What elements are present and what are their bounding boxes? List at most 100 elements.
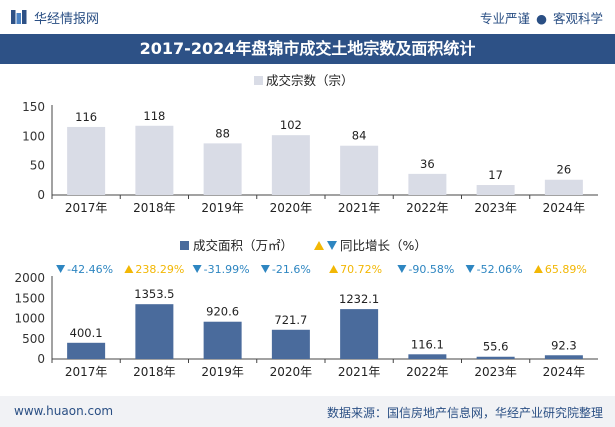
bar bbox=[203, 143, 242, 195]
data-label: 36 bbox=[420, 157, 435, 171]
x-tick-label: 2023年 bbox=[474, 201, 517, 215]
up-triangle-icon bbox=[329, 265, 339, 273]
data-label: 1353.5 bbox=[134, 287, 174, 301]
data-label: 92.3 bbox=[551, 338, 577, 352]
data-label: 17 bbox=[488, 168, 503, 182]
bar bbox=[408, 173, 447, 195]
x-tick-label: 2017年 bbox=[65, 365, 108, 379]
bar bbox=[544, 179, 583, 195]
down-triangle-icon bbox=[260, 265, 270, 273]
down-triangle-icon bbox=[56, 265, 66, 273]
tagline-right: 客观科学 bbox=[552, 11, 603, 26]
bar bbox=[203, 321, 242, 359]
growth-value: -21.6% bbox=[272, 263, 311, 276]
bar bbox=[476, 356, 515, 359]
data-label: 1232.1 bbox=[339, 292, 379, 306]
growth-label: 65.89% bbox=[533, 263, 587, 276]
growth-value: 70.72% bbox=[340, 263, 382, 276]
bar bbox=[271, 329, 310, 359]
x-tick-label: 2023年 bbox=[474, 365, 517, 379]
x-tick-label: 2021年 bbox=[338, 201, 381, 215]
growth-value: -90.58% bbox=[408, 263, 454, 276]
bar bbox=[340, 145, 379, 195]
growth-label: -21.6% bbox=[260, 263, 311, 276]
data-label: 88 bbox=[215, 126, 230, 140]
x-tick-label: 2021年 bbox=[338, 365, 381, 379]
growth-label: -90.58% bbox=[397, 263, 454, 276]
bar bbox=[340, 309, 379, 359]
growth-label: 70.72% bbox=[329, 263, 382, 276]
x-tick-label: 2019年 bbox=[201, 201, 244, 215]
legend-entry: 成交面积（万㎡） bbox=[193, 238, 293, 253]
footer: www.huaon.com 数据来源：国信房地产信息网，华经产业研究院整理 bbox=[0, 396, 615, 427]
bar bbox=[135, 125, 174, 195]
legend-down-triangle-icon bbox=[327, 241, 337, 250]
data-label: 920.6 bbox=[206, 305, 239, 319]
growth-value: -52.06% bbox=[477, 263, 523, 276]
growth-value: 65.89% bbox=[545, 263, 587, 276]
bar bbox=[135, 304, 174, 359]
legend-entry: 成交宗数（宗） bbox=[266, 73, 354, 88]
title-bar bbox=[0, 34, 615, 64]
y-tick-label: 150 bbox=[22, 100, 45, 114]
x-tick-label: 2022年 bbox=[406, 365, 449, 379]
y-tick-label: 500 bbox=[22, 332, 45, 346]
growth-value: -31.99% bbox=[204, 263, 250, 276]
legend-entry: 同比增长（%） bbox=[340, 238, 427, 253]
growth-label: -52.06% bbox=[465, 263, 523, 276]
footer-source: 数据来源：国信房地产信息网，华经产业研究院整理 bbox=[326, 406, 603, 420]
y-tick-label: 1000 bbox=[14, 312, 45, 326]
x-tick-label: 2018年 bbox=[133, 201, 176, 215]
x-tick-label: 2022年 bbox=[406, 201, 449, 215]
x-tick-label: 2018年 bbox=[133, 365, 176, 379]
growth-value: -42.46% bbox=[67, 263, 113, 276]
footer-site: www.huaon.com bbox=[14, 404, 114, 418]
data-label: 116.1 bbox=[411, 337, 444, 351]
bar bbox=[271, 135, 310, 195]
data-label: 116 bbox=[75, 110, 97, 124]
y-tick-label: 0 bbox=[37, 352, 45, 366]
data-label: 118 bbox=[143, 109, 165, 123]
bar bbox=[408, 354, 447, 359]
brand-logo-icon bbox=[11, 10, 27, 24]
growth-label: 238.29% bbox=[124, 263, 184, 276]
top-bar: 华经情报网 专业严谨 ● 客观科学 bbox=[0, 0, 615, 34]
x-tick-label: 2019年 bbox=[201, 365, 244, 379]
x-tick-label: 2024年 bbox=[543, 365, 586, 379]
data-label: 400.1 bbox=[70, 326, 103, 340]
bar bbox=[544, 355, 583, 359]
x-tick-label: 2024年 bbox=[543, 201, 586, 215]
data-label: 55.6 bbox=[483, 340, 509, 354]
growth-value: 238.29% bbox=[135, 263, 184, 276]
bar bbox=[476, 185, 515, 195]
brand-name: 华经情报网 bbox=[34, 12, 100, 27]
data-label: 721.7 bbox=[274, 313, 307, 327]
legend-up-triangle-icon bbox=[314, 241, 324, 250]
tagline-left: 专业严谨 bbox=[480, 11, 531, 26]
down-triangle-icon bbox=[192, 265, 202, 273]
growth-label: -31.99% bbox=[192, 263, 250, 276]
up-triangle-icon bbox=[533, 265, 543, 273]
up-triangle-icon bbox=[124, 265, 134, 273]
x-tick-label: 2017年 bbox=[65, 201, 108, 215]
y-tick-label: 1500 bbox=[14, 291, 45, 305]
y-tick-label: 0 bbox=[37, 188, 45, 202]
chart-title: 2017-2024年盘锦市成交土地宗数及面积统计 bbox=[139, 39, 476, 58]
down-triangle-icon bbox=[397, 265, 407, 273]
x-tick-label: 2020年 bbox=[270, 201, 313, 215]
data-label: 102 bbox=[280, 118, 302, 132]
chart-area: 成交宗数（宗） 0 50 100 150 116 2017年 118 2018年 88 2019年 1… bbox=[14, 73, 598, 379]
y-tick-label: 2000 bbox=[14, 271, 45, 285]
growth-label: -42.46% bbox=[56, 263, 113, 276]
y-tick-label: 50 bbox=[30, 159, 45, 173]
x-tick-label: 2020年 bbox=[270, 365, 313, 379]
bar bbox=[67, 342, 106, 359]
data-label: 84 bbox=[352, 129, 367, 143]
tagline: 专业严谨 ● 客观科学 bbox=[480, 8, 603, 27]
legend-swatch bbox=[180, 241, 189, 250]
down-triangle-icon bbox=[465, 265, 475, 273]
separator-dot-icon: ● bbox=[536, 11, 547, 26]
legend-swatch bbox=[254, 76, 263, 85]
data-label: 26 bbox=[557, 163, 572, 177]
bar bbox=[67, 126, 106, 195]
